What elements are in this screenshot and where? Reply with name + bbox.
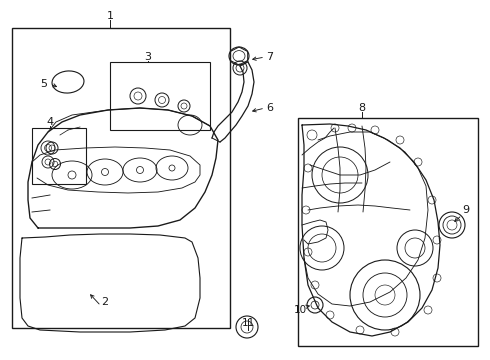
Text: 1: 1: [106, 11, 114, 21]
Bar: [298, 118, 478, 346]
Text: 9: 9: [463, 205, 469, 215]
Bar: [32, 128, 86, 184]
Text: 8: 8: [359, 103, 366, 113]
Text: 5: 5: [41, 79, 48, 89]
Text: 4: 4: [47, 117, 53, 127]
Text: 10: 10: [294, 305, 307, 315]
Bar: [110, 62, 210, 130]
Text: 2: 2: [101, 297, 109, 307]
Text: 3: 3: [145, 52, 151, 62]
Text: 7: 7: [267, 52, 273, 62]
Text: 6: 6: [267, 103, 273, 113]
Bar: [12, 28, 230, 328]
Text: 11: 11: [242, 318, 255, 328]
